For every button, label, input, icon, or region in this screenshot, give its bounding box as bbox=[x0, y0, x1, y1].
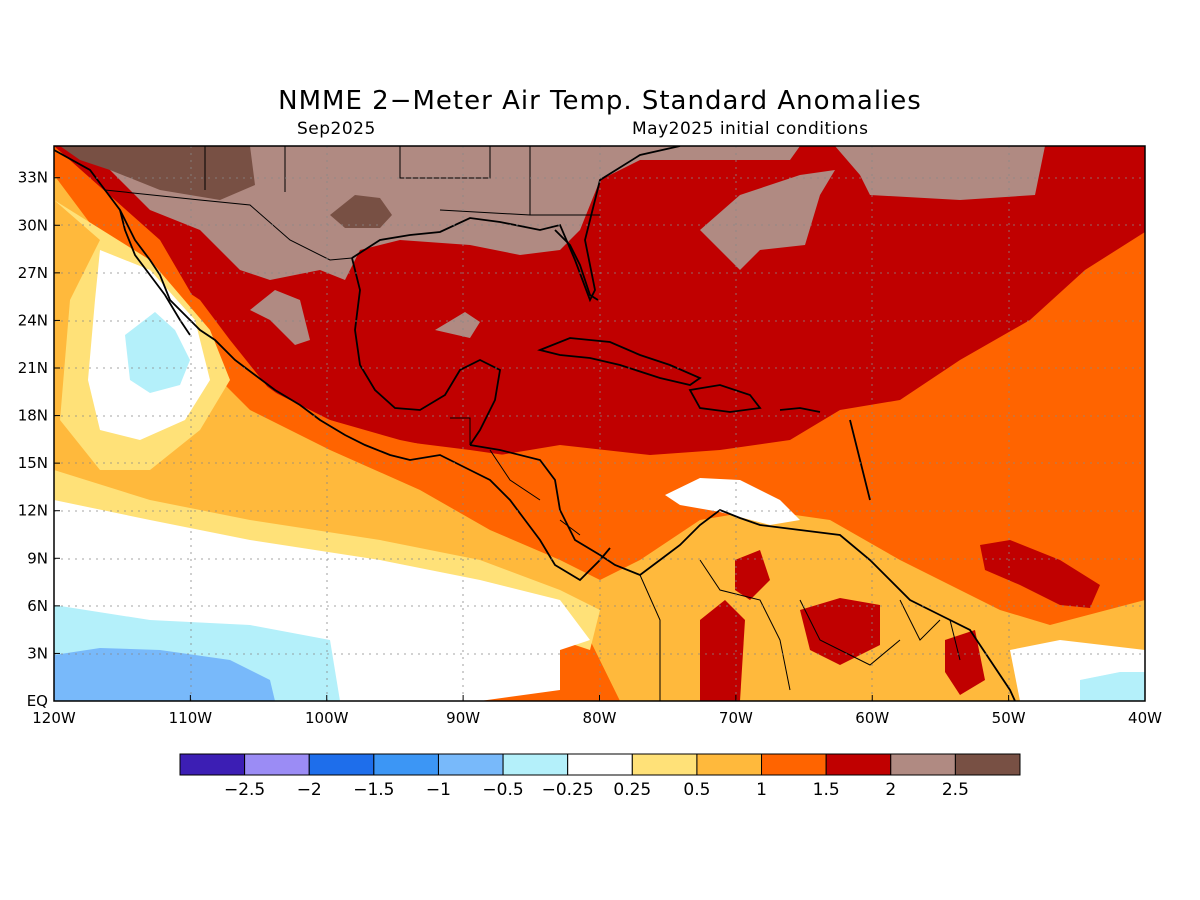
colorbar bbox=[179, 753, 1021, 776]
anomaly-field bbox=[54, 146, 1145, 701]
field-tan-gulf bbox=[435, 312, 480, 338]
coast-gulf bbox=[351, 257, 501, 446]
coastlines bbox=[54, 146, 1016, 701]
init-conditions: May2025 initial conditions bbox=[632, 119, 869, 139]
axis-ticks bbox=[53, 177, 1146, 702]
field-darkbrown bbox=[60, 146, 255, 200]
borders bbox=[104, 146, 961, 701]
coast-caribbean-ca bbox=[469, 444, 1016, 701]
colorbar-label: 2.5 bbox=[942, 780, 969, 800]
field-red-sa1 bbox=[700, 600, 745, 701]
border-ca bbox=[450, 417, 581, 536]
lon-tick-label: 100W bbox=[305, 709, 349, 727]
colorbar-swatch bbox=[179, 753, 246, 776]
colorbar-label: 0.5 bbox=[683, 780, 710, 800]
lon-tick-label: 90W bbox=[446, 709, 480, 727]
lon-tick-label: 40W bbox=[1128, 709, 1162, 727]
colorbar-label: 1.5 bbox=[813, 780, 840, 800]
colorbar-swatch bbox=[761, 753, 827, 776]
colorbar-label: −1 bbox=[426, 780, 451, 800]
lon-tick-label: 120W bbox=[32, 709, 76, 727]
lat-tick-label: 18N bbox=[18, 407, 48, 425]
field-red-atlantic bbox=[980, 540, 1100, 608]
colorbar-label: −0.5 bbox=[482, 780, 523, 800]
graticule bbox=[54, 146, 1145, 701]
colorbar-label: 2 bbox=[885, 780, 896, 800]
lon-tick-label: 50W bbox=[992, 709, 1026, 727]
lat-tick-label: 30N bbox=[18, 216, 48, 234]
coast-hispaniola bbox=[688, 384, 762, 413]
colorbar-swatch bbox=[308, 753, 375, 776]
lon-axis: 120W 110W 100W 90W 80W 70W 60W 50W 40W bbox=[32, 709, 1162, 727]
colorbar-swatch bbox=[437, 753, 504, 776]
field-tan-atlantic2 bbox=[700, 170, 835, 270]
colorbar-label: 1 bbox=[756, 780, 767, 800]
field-white-carib bbox=[665, 478, 800, 525]
coast-baja bbox=[119, 209, 191, 336]
field-tan-mex bbox=[250, 290, 310, 345]
colorbar-label: −2 bbox=[297, 780, 322, 800]
lat-tick-label: 15N bbox=[18, 454, 48, 472]
lat-tick-label: 21N bbox=[18, 359, 48, 377]
colorbar-label: −2.5 bbox=[224, 780, 265, 800]
field-lightblue-baja bbox=[125, 312, 190, 393]
coast-pacific-mexico bbox=[54, 149, 611, 582]
lon-tick-label: 60W bbox=[855, 709, 889, 727]
colorbar-label: 0.25 bbox=[613, 780, 651, 800]
colorbar-label: −1.5 bbox=[353, 780, 394, 800]
lon-tick-label: 70W bbox=[719, 709, 753, 727]
border-us-states bbox=[204, 146, 600, 216]
field-amber bbox=[54, 175, 1145, 701]
field-red-sa3 bbox=[800, 598, 880, 665]
lon-tick-label: 80W bbox=[583, 709, 617, 727]
coast-cuba bbox=[537, 337, 702, 386]
lat-tick-label: 33N bbox=[18, 169, 48, 187]
chart-title: NMME 2−Meter Air Temp. Standard Anomalie… bbox=[278, 86, 922, 116]
colorbar-swatch bbox=[502, 753, 569, 776]
lon-tick-label: 110W bbox=[169, 709, 213, 727]
colorbar-swatch bbox=[825, 753, 892, 776]
field-tan-atlantic bbox=[835, 146, 1045, 200]
field-red-sa4 bbox=[945, 630, 985, 695]
colorbar-swatch bbox=[631, 753, 698, 776]
colorbar-swatch bbox=[567, 753, 633, 776]
coast-florida bbox=[554, 229, 599, 301]
lat-tick-label: 12N bbox=[18, 502, 48, 520]
lat-axis: EQ 3N 6N 9N 12N 15N 18N 21N 24N 27N 30N 33N bbox=[18, 169, 48, 710]
lat-tick-label: 9N bbox=[27, 549, 48, 567]
field-red-sa2 bbox=[735, 550, 770, 600]
colorbar-swatch bbox=[244, 753, 310, 776]
lat-tick-label: 24N bbox=[18, 311, 48, 329]
field-darkbrown2 bbox=[330, 195, 392, 228]
lat-tick-label: 27N bbox=[18, 264, 48, 282]
valid-month: Sep2025 bbox=[297, 119, 376, 139]
border-sa bbox=[639, 559, 961, 701]
border-us-mexico bbox=[104, 189, 353, 261]
colorbar-swatch bbox=[890, 753, 956, 776]
field-lightblue-east bbox=[1080, 672, 1145, 701]
field-tan bbox=[80, 146, 800, 280]
colorbar-labels: −2.5 −2 −1.5 −1 −0.5 −0.25 0.25 0.5 1 1.5 2 2.5 bbox=[224, 780, 969, 800]
colorbar-swatch bbox=[373, 753, 439, 776]
colorbar-label: −0.25 bbox=[542, 780, 594, 800]
colorbar-swatch bbox=[696, 753, 763, 776]
lat-tick-label: 6N bbox=[27, 597, 48, 615]
field-orange-pacific bbox=[54, 146, 570, 540]
colorbar-swatch bbox=[954, 753, 1021, 776]
coast-antilles bbox=[779, 407, 871, 501]
lat-tick-label: EQ bbox=[27, 692, 48, 710]
field-blue bbox=[54, 648, 275, 701]
lat-tick-label: 3N bbox=[27, 644, 48, 662]
